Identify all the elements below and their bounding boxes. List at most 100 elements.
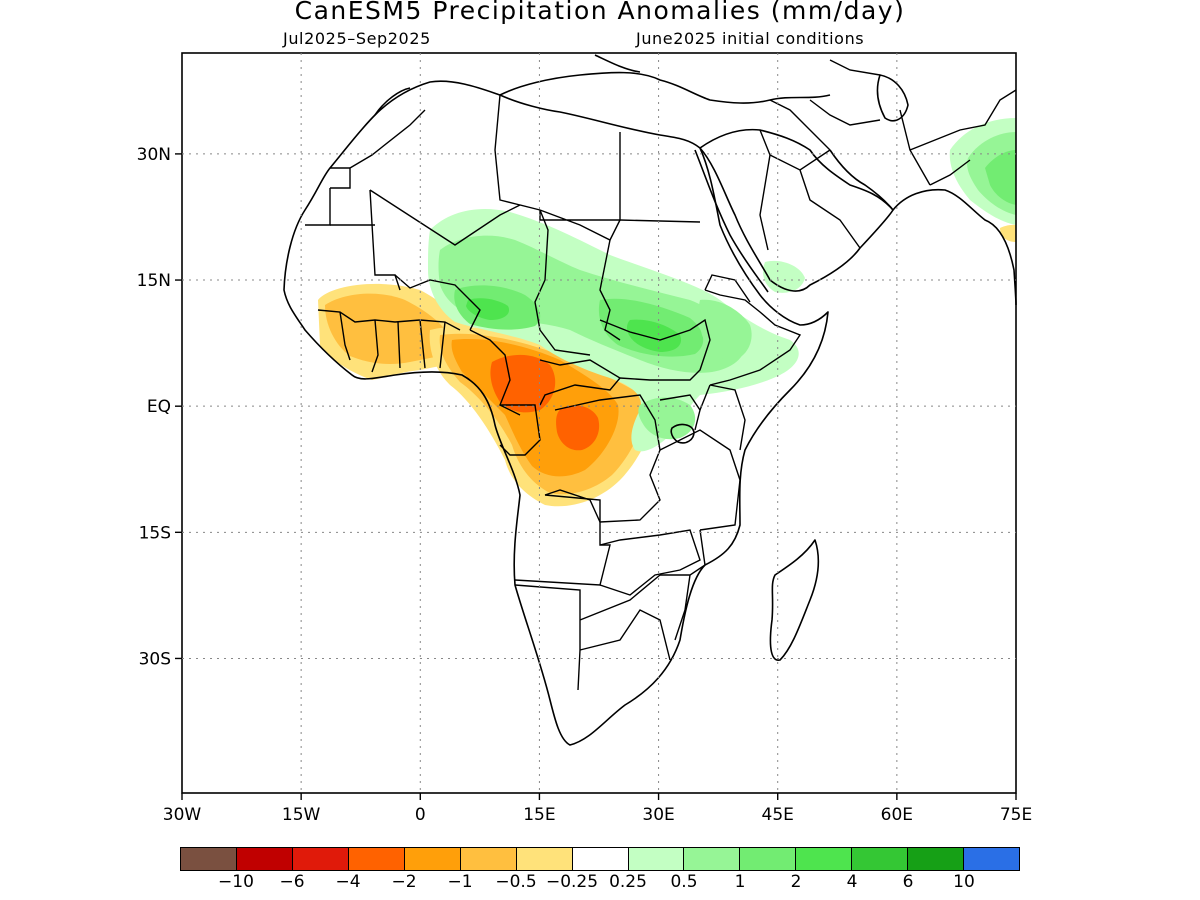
colorbar-label: 2	[790, 872, 802, 892]
arabia-coastline	[699, 128, 894, 292]
colorbar-swatch	[740, 848, 797, 870]
madagascar-coastline	[769, 539, 820, 661]
y-tick-label: EQ	[147, 397, 171, 417]
border-middle-east	[769, 59, 931, 186]
dry-region-west-africa-mid	[325, 293, 445, 364]
wet-region-east-africa	[638, 397, 696, 440]
border-tanzania	[659, 429, 741, 531]
y-tick-label: 15N	[137, 271, 171, 291]
initial-conditions: June2025 initial conditions	[636, 29, 865, 48]
colorbar-swatch	[404, 848, 461, 870]
colorbar-swatch	[572, 848, 629, 870]
red-sea-shape	[694, 149, 769, 293]
colorbar-swatch	[964, 848, 1020, 870]
border-zambia	[599, 529, 701, 596]
border-arabia	[759, 129, 861, 251]
axis-ticks	[175, 153, 1017, 800]
colorbar-swatch	[236, 848, 293, 870]
colorbar-swatch	[796, 848, 853, 870]
border-congo-gabon	[499, 404, 541, 456]
border-algeria-niger	[369, 94, 541, 246]
caspian-coastline	[876, 74, 909, 122]
wet-region-sudan-peak	[626, 319, 682, 352]
x-tick-label: 75E	[1000, 805, 1032, 825]
border-angola	[514, 494, 611, 586]
persian-gulf-shape	[829, 149, 894, 211]
dry-region-india-coast	[1000, 224, 1016, 242]
mediterranean-coastline	[374, 54, 831, 116]
colorbar-swatch	[628, 848, 685, 870]
dry-region-drc-core	[556, 405, 600, 451]
anomaly-field	[318, 118, 1016, 507]
colorbar-label: −0.25	[545, 872, 599, 892]
border-libya-egypt	[539, 132, 621, 241]
colorbar-swatch	[348, 848, 405, 870]
plot-frame: 30W 15W 0 15E 30E 45E 60E 75E 30N 15N EQ 15S 30S	[137, 52, 1033, 825]
coastlines	[283, 54, 1017, 746]
wet-region-arabia	[763, 260, 805, 293]
y-tick-label: 30S	[139, 649, 171, 669]
colorbar-label: 6	[902, 872, 914, 892]
colorbar-swatch	[852, 848, 909, 870]
border-uganda	[659, 394, 701, 431]
colorbar-label: 10	[953, 872, 975, 892]
x-tick-label: 60E	[881, 805, 913, 825]
x-tick-label: 15W	[282, 805, 321, 825]
wet-region-south-asia-core	[985, 150, 1016, 205]
x-tick-label: 30W	[163, 805, 202, 825]
colorbar-label: −10	[218, 872, 254, 892]
y-tick-label: 30N	[137, 145, 171, 165]
lake-victoria	[670, 423, 695, 444]
border-western-sahara	[305, 167, 350, 226]
border-south-africa	[579, 609, 671, 661]
border-mauritania-mali	[330, 189, 401, 291]
border-morocco-algeria	[330, 109, 426, 189]
page-title: CanESM5 Precipitation Anomalies (mm/day)	[294, 0, 906, 25]
asia-coastline	[892, 188, 1017, 306]
country-borders	[305, 59, 1017, 691]
colorbar-label: 0.5	[670, 872, 698, 892]
colorbar-swatch	[516, 848, 573, 870]
border-west-africa-1	[394, 274, 481, 331]
border-west-africa-3	[339, 311, 446, 373]
colorbar-swatch	[908, 848, 965, 870]
colorbar-swatch	[181, 848, 237, 870]
colorbar-swatch	[684, 848, 741, 870]
colorbar	[180, 847, 1020, 871]
border-namibia-botswana	[514, 574, 661, 691]
border-egypt-sudan	[619, 219, 701, 223]
x-tick-label: 0	[415, 805, 426, 825]
y-tick-label: 15S	[139, 523, 171, 543]
forecast-period: Jul2025–Sep2025	[283, 29, 431, 48]
border-mozambique	[660, 529, 706, 641]
colorbar-swatch	[292, 848, 349, 870]
border-south-sudan	[599, 318, 711, 381]
colorbar-label: −1	[447, 872, 473, 892]
colorbar-label: 1	[734, 872, 746, 892]
gridlines	[182, 53, 1016, 793]
border-car	[539, 359, 622, 406]
colorbar-label: 4	[846, 872, 858, 892]
colorbar-label: −6	[279, 872, 305, 892]
border-somalia-kenya	[699, 384, 746, 451]
colorbar-label: −0.5	[495, 872, 537, 892]
colorbar-label: −4	[335, 872, 361, 892]
border-central-asia	[909, 89, 1017, 186]
axis-tick-labels: 30W 15W 0 15E 30E 45E 60E 75E 30N 15N EQ 15S 30S	[137, 145, 1033, 825]
border-sudan-chad	[599, 239, 621, 341]
border-eritrea	[704, 274, 751, 303]
border-nigeria-cameroon	[469, 329, 521, 416]
wet-region-chad-peak	[466, 298, 510, 320]
wet-region-ethiopia	[698, 299, 752, 361]
africa-coastline	[283, 80, 829, 746]
x-tick-label: 45E	[762, 805, 794, 825]
border-ethiopia	[704, 289, 802, 386]
plot-border	[181, 52, 1017, 794]
border-west-africa-2	[317, 309, 461, 331]
x-tick-label: 30E	[642, 805, 674, 825]
colorbar-swatch	[460, 848, 517, 870]
colorbar-label: −2	[391, 872, 417, 892]
x-tick-label: 15E	[523, 805, 555, 825]
colorbar-label: 0.25	[609, 872, 647, 892]
